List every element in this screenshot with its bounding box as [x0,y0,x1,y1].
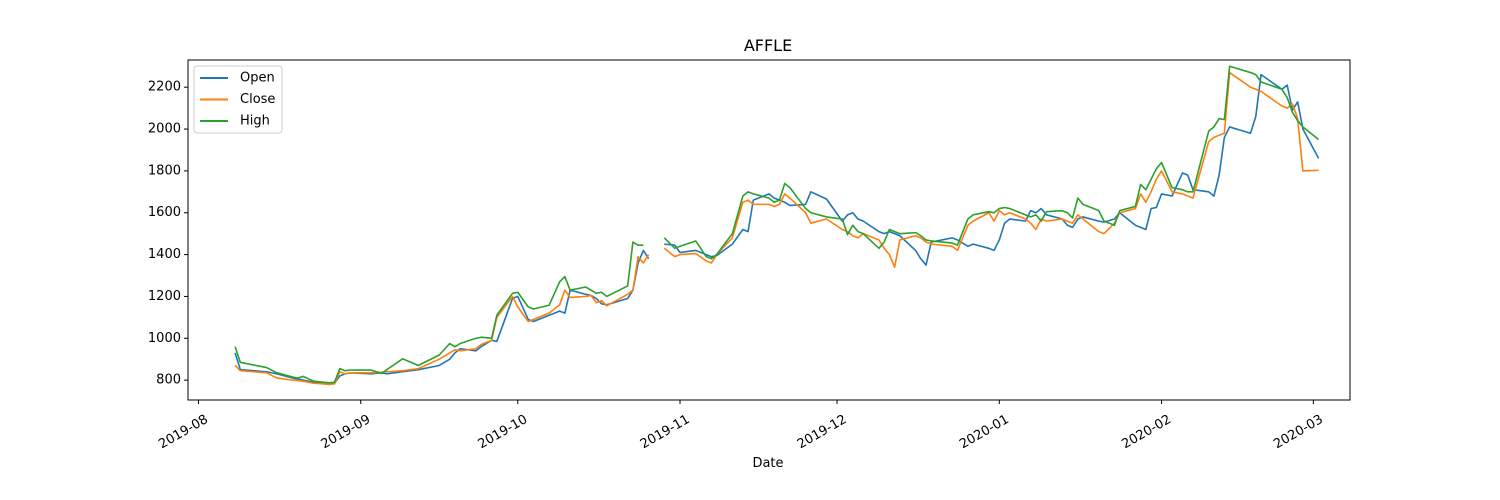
y-tick-label: 2000 [148,122,181,137]
y-tick-label: 1000 [148,331,181,346]
y-tick-label: 1800 [148,163,181,178]
y-axis: 800 1000 1200 1400 1600 1800 2000 2200 [148,80,188,388]
y-tick-label: 800 [156,373,181,388]
legend: Open Close High [193,65,283,134]
y-tick-label: 2200 [148,80,181,95]
series-layer [234,65,1320,386]
legend-label-close: Close [240,92,275,107]
series-line-high [234,65,1320,384]
legend-box [193,65,283,134]
legend-label-open: Open [240,71,275,86]
y-tick-label: 1200 [148,289,181,304]
chart-title: AFFLE [744,36,792,55]
y-tick-label: 1600 [148,205,181,220]
x-axis-label: Date [752,456,783,471]
y-tick-label: 1400 [148,247,181,262]
legend-label-high: High [240,114,270,129]
axes-frame [187,59,1351,401]
series-line-close [234,71,1319,386]
